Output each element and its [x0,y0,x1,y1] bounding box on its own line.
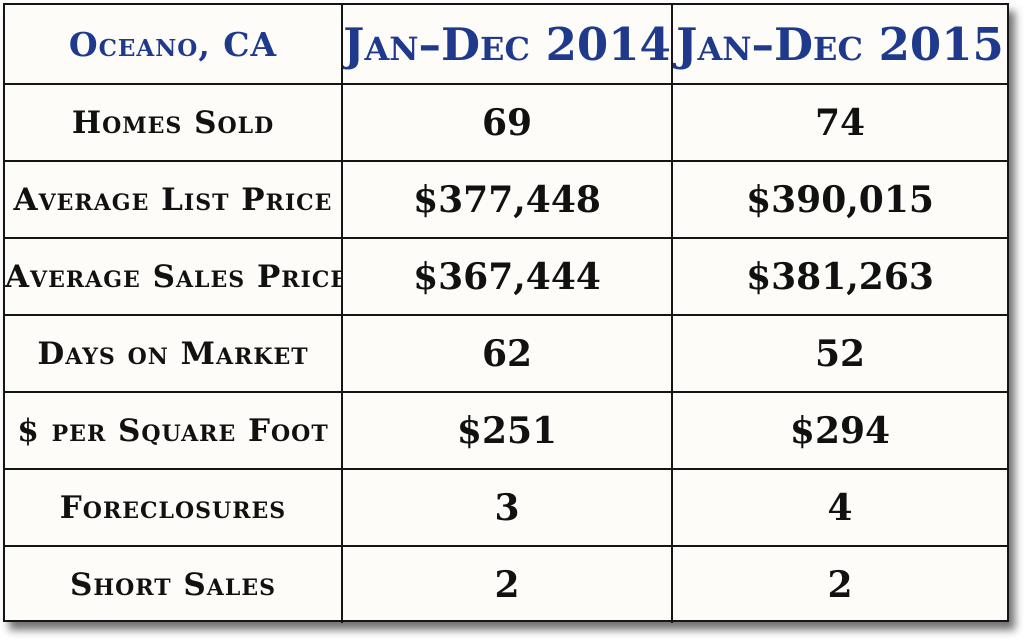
location-header: Oceano, CA [5,5,343,85]
period-header-2014: Jan–Dec 2014 [341,5,673,85]
row-label: Foreclosures [5,468,343,547]
table-row-homes-sold: Homes Sold 69 74 [5,83,1007,162]
row-label: Average Sales Price [5,237,343,316]
value-2014: 2 [341,545,673,623]
table-row-days-on-market: Days on Market 62 52 [5,314,1007,393]
market-stats-card: Oceano, CA Jan–Dec 2014 Jan–Dec 2015 Hom… [3,3,1009,623]
row-label: Days on Market [5,314,343,393]
value-2015: 52 [671,314,1007,393]
value-2014: 69 [341,83,673,162]
value-2014: $251 [341,391,673,470]
row-label: Short Sales [5,545,343,623]
period-header-2015: Jan–Dec 2015 [671,5,1007,85]
value-2015: 4 [671,468,1007,547]
row-label: $ per Square Foot [5,391,343,470]
market-stats-table: Oceano, CA Jan–Dec 2014 Jan–Dec 2015 Hom… [5,5,1007,623]
table-row-price-per-square-foot: $ per Square Foot $251 $294 [5,391,1007,470]
value-2014: $377,448 [341,160,673,239]
value-2014: $367,444 [341,237,673,316]
table-row-average-list-price: Average List Price $377,448 $390,015 [5,160,1007,239]
value-2015: $390,015 [671,160,1007,239]
value-2014: 3 [341,468,673,547]
table-row-average-sales-price: Average Sales Price $367,444 $381,263 [5,237,1007,316]
row-label: Homes Sold [5,83,343,162]
value-2014: 62 [341,314,673,393]
table-row-short-sales: Short Sales 2 2 [5,545,1007,623]
value-2015: $294 [671,391,1007,470]
table-row-foreclosures: Foreclosures 3 4 [5,468,1007,547]
value-2015: 74 [671,83,1007,162]
value-2015: 2 [671,545,1007,623]
header-row: Oceano, CA Jan–Dec 2014 Jan–Dec 2015 [5,5,1007,85]
row-label: Average List Price [5,160,343,239]
value-2015: $381,263 [671,237,1007,316]
